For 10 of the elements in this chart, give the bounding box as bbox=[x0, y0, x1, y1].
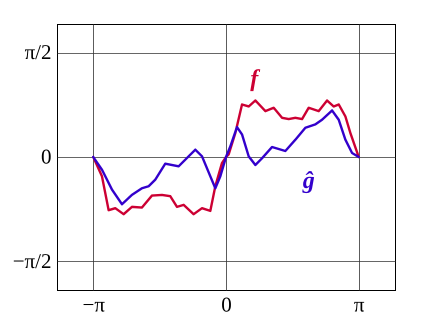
y-tick-label: 0 bbox=[41, 144, 52, 168]
x-tick-label: π bbox=[354, 292, 365, 316]
x-tick-label: −π bbox=[82, 292, 106, 316]
series-label: f bbox=[250, 66, 260, 92]
y-tick-label: π/2 bbox=[24, 40, 52, 64]
line-series bbox=[92, 109, 360, 206]
y-tick-label: −π/2 bbox=[12, 248, 52, 273]
line-series bbox=[92, 99, 360, 216]
x-tick-label: 0 bbox=[221, 292, 232, 316]
series-label: ĝ bbox=[302, 168, 315, 194]
